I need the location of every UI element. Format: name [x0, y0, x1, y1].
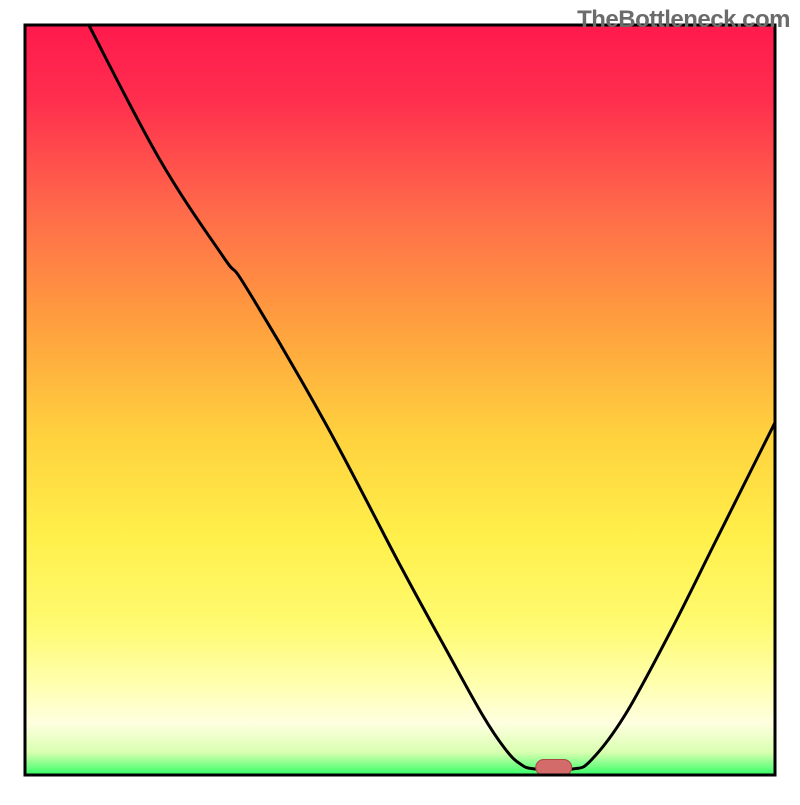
- chart-svg: [0, 0, 800, 800]
- optimal-marker: [536, 760, 572, 776]
- bottleneck-chart: TheBottleneck.com: [0, 0, 800, 800]
- watermark-text: TheBottleneck.com: [577, 6, 790, 34]
